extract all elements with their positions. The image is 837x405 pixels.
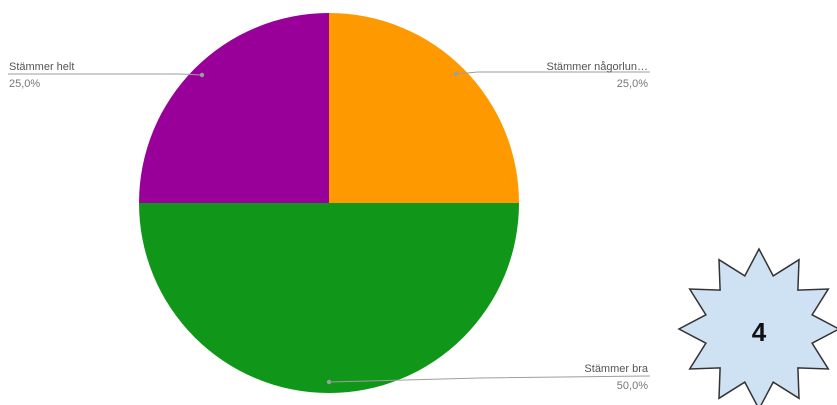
slice-percent-2: 25,0% (9, 78, 40, 90)
star-badge-icon (677, 247, 837, 405)
leader-lines (8, 71, 651, 383)
leader-line-slice-0 (455, 71, 650, 75)
pie-slice-1 (139, 203, 519, 393)
number-badge: 4 (677, 247, 837, 405)
leader-dot-slice-2 (199, 72, 205, 78)
pie-slice-0 (329, 13, 519, 203)
slice-label-2: Stämmer helt (9, 61, 74, 73)
leader-dots (199, 71, 459, 385)
leader-line-slice-1 (328, 375, 651, 383)
slice-percent-1: 50,0% (617, 380, 648, 392)
leader-dot-slice-0 (453, 71, 459, 77)
leader-dot-slice-1 (326, 379, 332, 385)
slice-label-0: Stämmer någorlun… (547, 61, 649, 73)
slice-percent-0: 25,0% (617, 78, 648, 90)
slice-label-1: Stämmer bra (584, 363, 648, 375)
leader-line-slice-2 (8, 73, 203, 76)
pie-slices (139, 13, 519, 393)
badge-number: 4 (752, 317, 767, 347)
pie-slice-2 (139, 13, 329, 203)
